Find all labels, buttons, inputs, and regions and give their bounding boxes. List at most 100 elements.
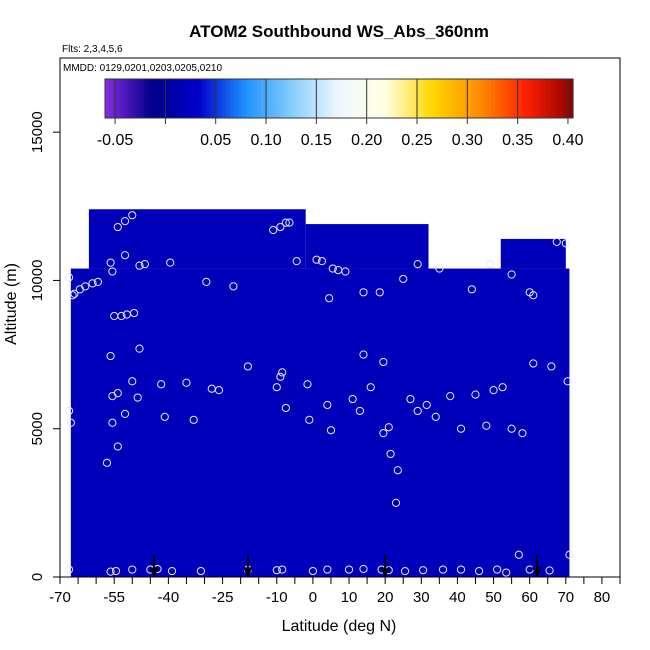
- x-tick-label: -55: [103, 589, 125, 606]
- colorbar-swatch: [541, 79, 547, 118]
- colorbar-swatch: [557, 79, 562, 118]
- sample-point: [281, 403, 290, 413]
- chart-subtitle-dates: MMDD: 0129,0201,0203,0205,0210: [63, 63, 222, 74]
- colorbar-swatch: [268, 79, 274, 118]
- colorbar-swatch: [537, 79, 543, 118]
- sample-point: [379, 357, 388, 367]
- sample-point: [471, 390, 480, 399]
- colorbar-swatch: [198, 79, 204, 118]
- sample-point: [323, 565, 332, 574]
- sample-point: [325, 294, 334, 303]
- y-tick-label: 5000: [29, 412, 46, 445]
- colorbar-swatch: [261, 79, 266, 118]
- colorbar-swatch: [264, 79, 270, 118]
- colorbar-swatch: [136, 79, 141, 118]
- colorbar-swatch: [140, 79, 145, 118]
- sample-point: [276, 222, 285, 232]
- colorbar-swatch: [381, 79, 387, 118]
- sample-point: [456, 565, 466, 574]
- colorbar-swatch: [487, 79, 492, 118]
- heatmap-cell: [70, 268, 570, 577]
- sample-point: [438, 565, 448, 574]
- colorbar-swatch: [510, 79, 516, 118]
- colorbar-swatch: [397, 79, 402, 118]
- colorbar-swatch: [120, 79, 126, 118]
- colorbar-swatch: [151, 79, 157, 118]
- colorbar-swatch: [315, 79, 321, 118]
- sample-point: [446, 391, 455, 401]
- sample-point: [493, 565, 502, 574]
- chart-title: ATOM2 Southbound WS_Abs_360nm: [189, 22, 489, 41]
- sample-point: [341, 267, 350, 276]
- sample-point: [552, 237, 561, 246]
- sample-point: [128, 377, 137, 386]
- sample-point: [456, 424, 466, 433]
- colorbar-swatch: [132, 79, 137, 118]
- sample-point: [474, 566, 484, 576]
- sample-point: [312, 255, 321, 264]
- colorbar-swatch: [257, 79, 262, 118]
- sample-point: [565, 550, 574, 559]
- sample-point: [160, 412, 169, 421]
- colorbar-swatch: [327, 79, 332, 118]
- colorbar-swatch: [483, 79, 488, 118]
- sample-point: [285, 218, 294, 227]
- sample-point: [547, 362, 556, 371]
- colorbar-swatch: [440, 79, 445, 118]
- colorbar-swatch: [296, 79, 301, 118]
- sample-point: [167, 566, 177, 576]
- colorbar-swatch: [280, 79, 285, 118]
- colorbar-swatch: [233, 79, 239, 118]
- colorbar-swatch: [105, 79, 110, 118]
- sample-point: [93, 277, 103, 287]
- colorbar-swatch: [218, 79, 223, 118]
- x-tick-label: -70: [49, 589, 71, 606]
- x-tick-label: 30: [413, 589, 430, 606]
- colorbar-swatch: [249, 79, 254, 118]
- sample-point: [117, 311, 126, 321]
- colorbar-tick-label: 0.40: [552, 132, 583, 149]
- colorbar-swatch: [311, 79, 317, 118]
- sample-point: [413, 406, 422, 416]
- colorbar-tick-label: 0.15: [301, 132, 332, 149]
- sample-point: [64, 406, 74, 416]
- sample-point: [281, 218, 290, 227]
- sample-point: [64, 565, 74, 574]
- sample-point: [202, 277, 211, 287]
- x-tick-label: -10: [266, 589, 288, 606]
- colorbar-swatch: [417, 79, 422, 118]
- sample-point: [113, 389, 122, 398]
- sample-point: [108, 418, 117, 427]
- sample-point: [545, 566, 554, 575]
- sample-point: [214, 386, 224, 395]
- sample-point: [276, 372, 285, 381]
- colorbar-swatch: [401, 79, 406, 118]
- sample-point: [196, 566, 206, 576]
- sample-point: [106, 258, 115, 267]
- colorbar-swatch: [436, 79, 441, 118]
- colorbar-swatch: [471, 79, 477, 118]
- colorbar-swatch: [194, 79, 200, 118]
- sample-point: [355, 406, 364, 416]
- sample-point: [431, 412, 440, 421]
- colorbar-swatch: [284, 79, 289, 118]
- sample-point: [467, 285, 476, 294]
- colorbar-tick-label: -0.05: [97, 132, 134, 149]
- sample-point: [435, 264, 444, 273]
- colorbar-swatch: [475, 79, 480, 118]
- colorbar-swatch: [331, 79, 336, 118]
- colorbar-swatch: [303, 79, 309, 118]
- sample-point: [120, 251, 130, 260]
- sample-point: [166, 258, 175, 267]
- sample-point: [278, 368, 287, 377]
- colorbar-swatch: [526, 79, 531, 118]
- colorbar-swatch: [463, 79, 469, 118]
- colorbar-swatch: [171, 79, 176, 118]
- colorbar-swatch: [413, 79, 418, 118]
- colorbar-swatch: [448, 79, 453, 118]
- x-tick-label: -40: [158, 589, 180, 606]
- sample-point: [129, 308, 139, 318]
- sample-point: [108, 267, 117, 276]
- sample-point: [113, 222, 122, 232]
- sample-point: [507, 424, 516, 433]
